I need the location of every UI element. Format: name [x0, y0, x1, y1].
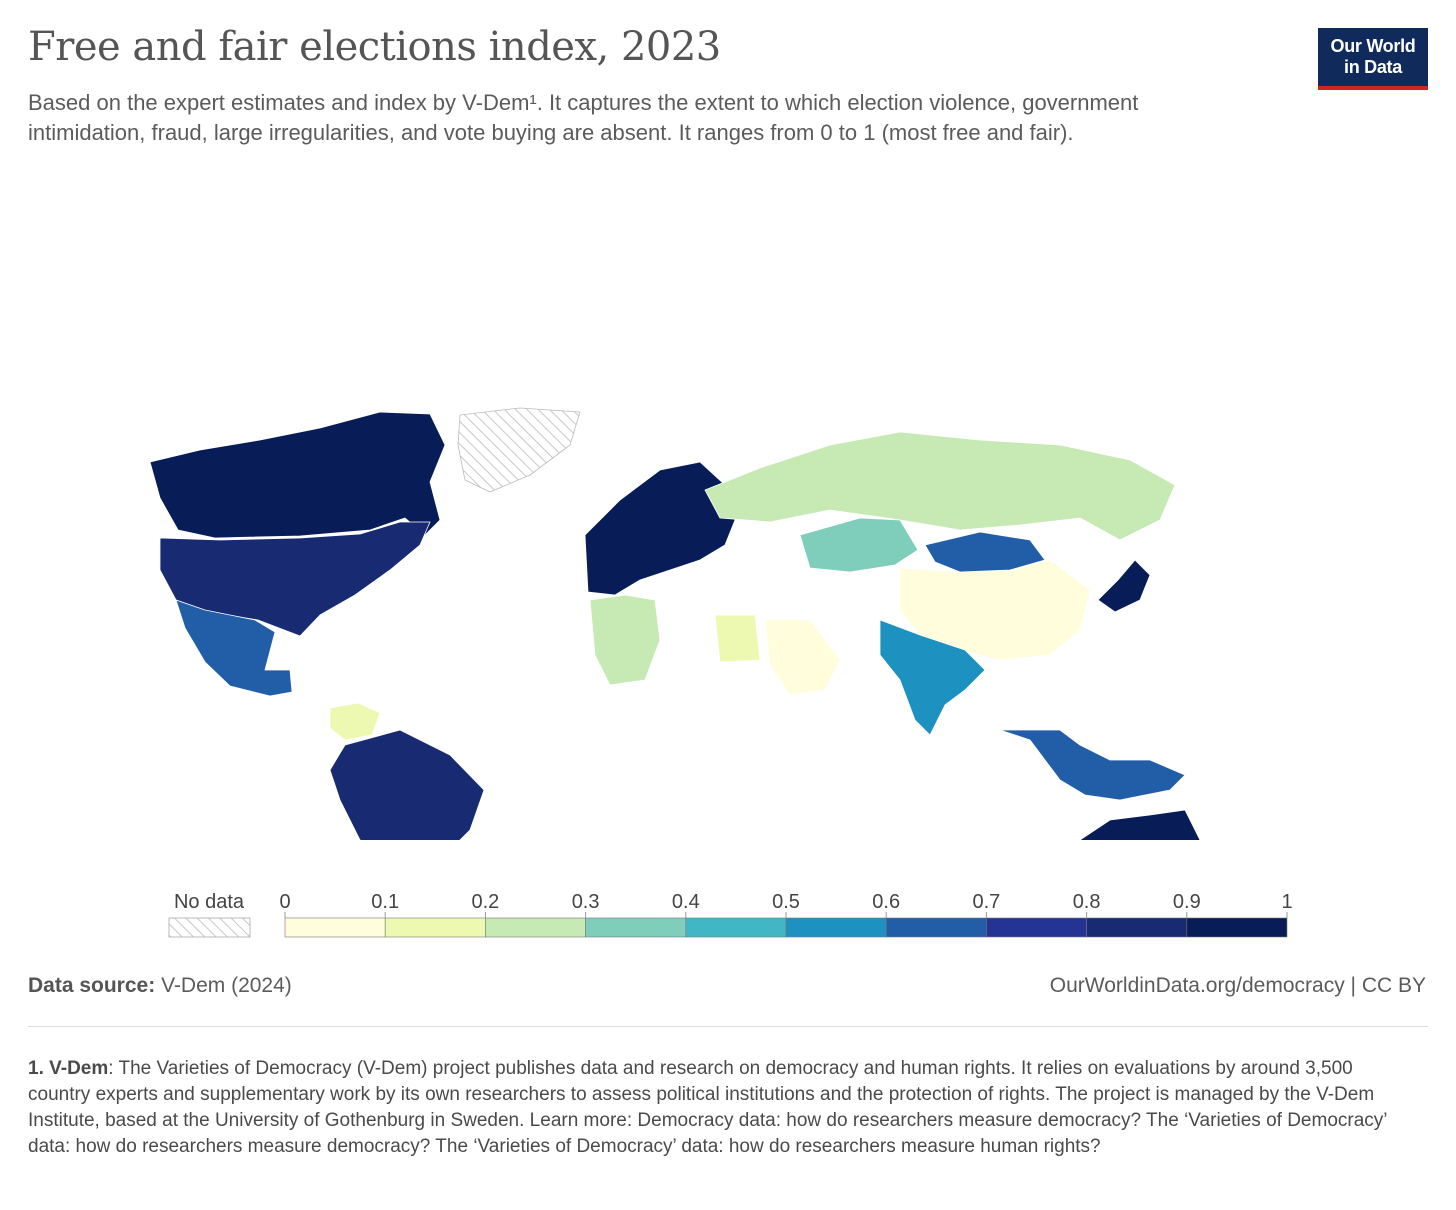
legend-bin-5[interactable]	[785, 917, 887, 938]
legend-tick-label: 1	[1281, 891, 1292, 913]
region-mongolia[interactable]: Mongolia	[924, 531, 1046, 573]
chart-subtitle: Based on the expert estimates and index …	[28, 90, 1139, 145]
legend-tick-label: 0.4	[672, 891, 700, 913]
region-brazil[interactable]: Brazil	[329, 729, 485, 840]
data-source-value[interactable]: V-Dem (2024)	[161, 974, 292, 997]
legend-no-data-swatch[interactable]	[168, 917, 251, 938]
credit-link[interactable]: OurWorldinData.org/democracy | CC BY	[1049, 974, 1426, 997]
legend-bin-0[interactable]	[284, 917, 386, 938]
legend-tick-label: 0.5	[772, 891, 800, 913]
region-canada[interactable]: Canada	[149, 411, 446, 539]
legend-tick-label: 0.1	[371, 891, 399, 913]
color-legend: No data 0 0.1 0.2 0.3 0.4 0.5 0.6 0.7 0.8 0.9 1	[168, 891, 1293, 938]
data-source-label: Data source:	[28, 974, 156, 997]
logo-line-2: in Data	[1344, 57, 1402, 77]
legend-bin-6[interactable]	[885, 917, 987, 938]
legend-tick-label: 0.6	[872, 891, 900, 913]
region-venezuela[interactable]: Venezuela	[329, 702, 381, 741]
legend-bin-7[interactable]	[986, 917, 1087, 938]
region-india[interactable]: India	[879, 619, 986, 736]
region-greenland[interactable]	[457, 407, 581, 493]
legend-no-data-label: No data	[174, 891, 245, 913]
region-kazakhstan[interactable]: Kazakhstan	[799, 517, 919, 573]
region-indonesia[interactable]: Indonesia	[999, 729, 1186, 801]
legend-bin-1[interactable]	[384, 917, 486, 938]
region-europe[interactable]: Europe	[584, 461, 736, 596]
legend-tick-label: 0	[279, 891, 290, 913]
footnote: 1. V-Dem: The Varieties of Democracy (V-…	[28, 1056, 1408, 1160]
region-russia[interactable]: Russia	[704, 431, 1176, 541]
world-map: CanadaUnited StatesMexicoBrazilArgentina…	[149, 407, 1215, 840]
region-egypt[interactable]: Egypt	[714, 614, 761, 663]
data-source: Data source: V-Dem (2024)	[28, 974, 292, 998]
legend-tick-label: 0.3	[572, 891, 600, 913]
legend-bin-3[interactable]	[585, 917, 687, 938]
chart-title: Free and fair elections index, 2023	[28, 24, 721, 70]
region-japan[interactable]: Japan	[1097, 559, 1151, 613]
owid-logo[interactable]: Our World in Data	[1318, 28, 1428, 90]
region-algeria[interactable]: Algeria	[589, 594, 661, 686]
divider	[28, 1026, 1428, 1027]
legend-tick-label: 0.2	[471, 891, 499, 913]
legend-tick-label: 0.8	[1073, 891, 1101, 913]
footnote-label: 1. V-Dem	[28, 1058, 109, 1079]
logo-line-1: Our World	[1330, 36, 1416, 56]
region-saudi-arabia[interactable]: Saudi Arabia	[764, 619, 841, 696]
legend-bin-8[interactable]	[1086, 917, 1188, 938]
legend-bin-4[interactable]	[685, 917, 787, 938]
region-australia[interactable]: Australia	[1060, 809, 1215, 840]
legend-bin-9[interactable]	[1186, 917, 1288, 938]
legend-bin-2[interactable]	[485, 917, 586, 938]
legend-tick-label: 0.9	[1173, 891, 1201, 913]
region-mexico[interactable]: Mexico	[175, 599, 293, 697]
legend-tick-label: 0.7	[972, 891, 1000, 913]
footnote-text: : The Varieties of Democracy (V-Dem) pro…	[28, 1058, 1387, 1157]
